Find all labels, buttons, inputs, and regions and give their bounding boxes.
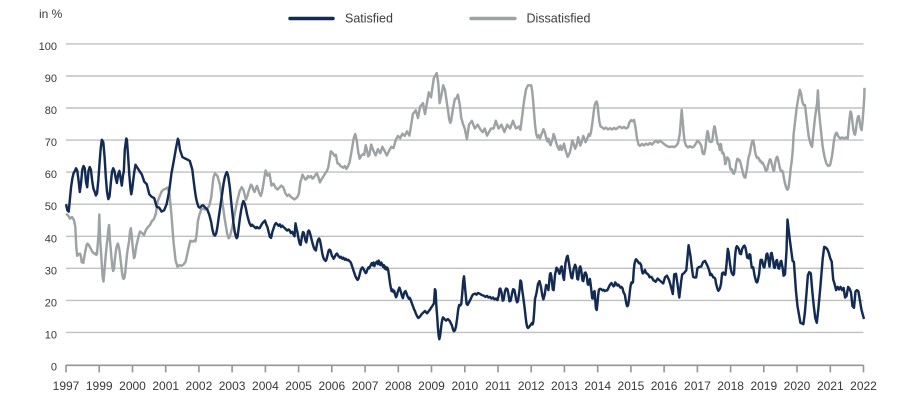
svg-text:70: 70 [45,137,57,149]
svg-text:2020: 2020 [784,379,811,393]
svg-text:2015: 2015 [618,379,645,393]
svg-text:2005: 2005 [285,379,312,393]
svg-text:Satisfied: Satisfied [345,11,393,25]
svg-text:2017: 2017 [684,379,711,393]
svg-text:2016: 2016 [651,379,678,393]
svg-text:10: 10 [45,329,57,341]
svg-text:90: 90 [45,73,57,85]
svg-text:100: 100 [39,41,57,53]
svg-text:2011: 2011 [485,379,511,393]
svg-text:20: 20 [45,297,57,309]
svg-text:2004: 2004 [252,379,279,393]
svg-text:2003: 2003 [219,379,246,393]
svg-text:60: 60 [45,169,57,181]
svg-text:2006: 2006 [318,379,345,393]
svg-text:0: 0 [51,362,57,374]
svg-text:1997: 1997 [53,379,80,393]
svg-text:80: 80 [45,105,57,117]
svg-text:2018: 2018 [717,379,744,393]
svg-text:2010: 2010 [451,379,478,393]
svg-text:in %: in % [39,7,63,21]
svg-text:2022: 2022 [850,379,877,393]
svg-text:1999: 1999 [86,379,113,393]
svg-text:50: 50 [45,201,57,213]
svg-text:2008: 2008 [385,379,412,393]
svg-text:2013: 2013 [551,379,578,393]
svg-text:2001: 2001 [152,379,179,393]
svg-text:30: 30 [45,265,57,277]
svg-text:2000: 2000 [119,379,146,393]
svg-text:2009: 2009 [418,379,445,393]
svg-text:2021: 2021 [817,379,844,393]
svg-text:2014: 2014 [584,379,611,393]
svg-text:2012: 2012 [518,379,545,393]
svg-text:Dissatisfied: Dissatisfied [527,11,591,25]
svg-text:2007: 2007 [352,379,379,393]
svg-text:40: 40 [45,233,57,245]
svg-text:2002: 2002 [186,379,213,393]
svg-text:2019: 2019 [750,379,777,393]
